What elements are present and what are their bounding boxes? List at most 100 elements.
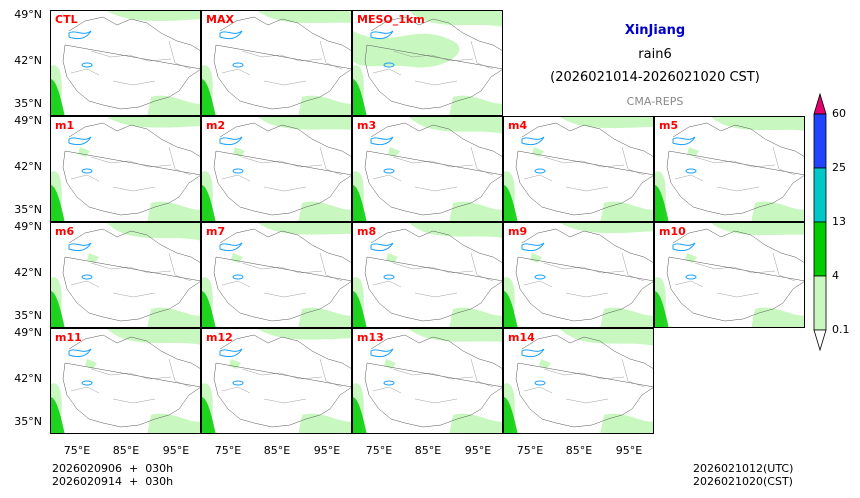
- map-panel-m2: m2: [201, 116, 352, 222]
- longitude-tick-label: 95°E: [464, 444, 492, 457]
- lake-contour-small: [81, 62, 93, 68]
- rain-area-moderate: [353, 397, 367, 433]
- rain-area-moderate: [353, 291, 367, 327]
- longitude-tick-label: 85°E: [565, 444, 593, 457]
- latitude-tick-label: 35°N: [14, 203, 42, 216]
- lake-contour-small: [685, 168, 697, 174]
- rain-area-north: [409, 223, 502, 238]
- map-panel-m5: m5: [654, 116, 805, 222]
- latitude-tick-label: 42°N: [14, 160, 42, 173]
- province-border: [62, 122, 200, 216]
- rain-area-south: [449, 413, 502, 433]
- map-field: [504, 329, 653, 433]
- province-border: [213, 16, 351, 110]
- rain-area-north: [258, 223, 351, 235]
- latitude-tick-label: 42°N: [14, 54, 42, 67]
- province-border: [515, 334, 653, 428]
- latitude-tick-label: 42°N: [14, 372, 42, 385]
- lake-contour: [672, 242, 696, 252]
- map-panel-m7: m7: [201, 222, 352, 328]
- rain-area-north: [409, 117, 502, 134]
- valid-time-utc: 2026021012(UTC): [693, 462, 794, 475]
- lake-contour: [521, 136, 545, 146]
- map-field: [202, 11, 351, 115]
- panel-label: m12: [206, 331, 233, 344]
- colorbar-segment: [813, 275, 827, 331]
- lake-contour-small: [232, 62, 244, 68]
- map-field: [353, 223, 502, 327]
- rain-area-central: [530, 253, 542, 263]
- province-border: [62, 228, 200, 322]
- map-field: [202, 329, 351, 433]
- province-border: [213, 122, 351, 216]
- colorbar-tick-label: 4: [832, 269, 839, 282]
- rain-area-central: [233, 147, 245, 157]
- map-field: [353, 329, 502, 433]
- rain-area-north: [560, 329, 653, 346]
- prefecture-borders: [221, 252, 343, 298]
- map-panel-m12: m12: [201, 328, 352, 434]
- rain-area-north: [107, 329, 200, 345]
- lake-contour-small: [383, 380, 395, 386]
- lake-contour: [68, 30, 92, 40]
- map-panel-max: MAX: [201, 10, 352, 116]
- map-panel-m13: m13: [352, 328, 503, 434]
- map-field: [655, 117, 804, 221]
- prefecture-borders: [523, 252, 645, 298]
- rain-area-south: [449, 201, 502, 221]
- latitude-tick-label: 35°N: [14, 415, 42, 428]
- province-border: [62, 334, 200, 428]
- province-border: [364, 228, 502, 322]
- lake-contour-small: [383, 168, 395, 174]
- panel-label: m14: [508, 331, 535, 344]
- colorbar-segment: [813, 221, 827, 277]
- map-field: [504, 117, 653, 221]
- colorbar-tick-label: 60: [832, 107, 846, 120]
- rain-area-south: [147, 201, 200, 221]
- province-border: [213, 228, 351, 322]
- prefecture-borders: [372, 252, 494, 298]
- rain-area-wide: [353, 31, 460, 68]
- prefecture-borders: [674, 252, 796, 298]
- map-panel-ctl: CTL: [50, 10, 201, 116]
- map-field: [51, 223, 200, 327]
- rain-area-moderate: [202, 185, 216, 221]
- rain-area-south: [449, 95, 502, 115]
- lake-contour-small: [383, 62, 395, 68]
- longitude-tick-label: 75°E: [63, 444, 91, 457]
- lake-contour-small: [81, 274, 93, 280]
- panel-label: m4: [508, 119, 528, 132]
- rain-area-south: [147, 95, 200, 115]
- lake-contour: [370, 348, 394, 358]
- panel-label: m8: [357, 225, 377, 238]
- rain-area-south: [600, 201, 653, 221]
- rain-area-south: [751, 201, 804, 221]
- rain-area-moderate: [202, 79, 216, 115]
- province-border: [62, 16, 200, 110]
- panel-label: m6: [55, 225, 75, 238]
- lake-contour-small: [383, 274, 395, 280]
- latitude-tick-label: 49°N: [14, 114, 42, 127]
- rain-area-moderate: [51, 185, 65, 221]
- rain-area-central: [85, 359, 97, 369]
- panel-label: m1: [55, 119, 75, 132]
- latitude-tick-label: 35°N: [14, 97, 42, 110]
- rain-area-moderate: [202, 291, 216, 327]
- rain-area-moderate: [655, 185, 669, 221]
- map-field: [202, 117, 351, 221]
- longitude-tick-label: 85°E: [414, 444, 442, 457]
- longitude-tick-label: 95°E: [313, 444, 341, 457]
- panel-label: m9: [508, 225, 528, 238]
- precipitation-colorbar: [813, 92, 827, 352]
- lake-contour-small: [81, 380, 93, 386]
- colorbar-segment: [813, 113, 827, 169]
- province-border: [666, 122, 804, 216]
- rain-area-moderate: [51, 397, 65, 433]
- panel-label: m2: [206, 119, 226, 132]
- rain-area-moderate: [353, 185, 367, 221]
- map-panel-meso-1km: MESO_1km: [352, 10, 503, 116]
- rain-area-central: [229, 359, 241, 369]
- map-field: [51, 329, 200, 433]
- colorbar-segment: [813, 167, 827, 223]
- latitude-tick-label: 49°N: [14, 220, 42, 233]
